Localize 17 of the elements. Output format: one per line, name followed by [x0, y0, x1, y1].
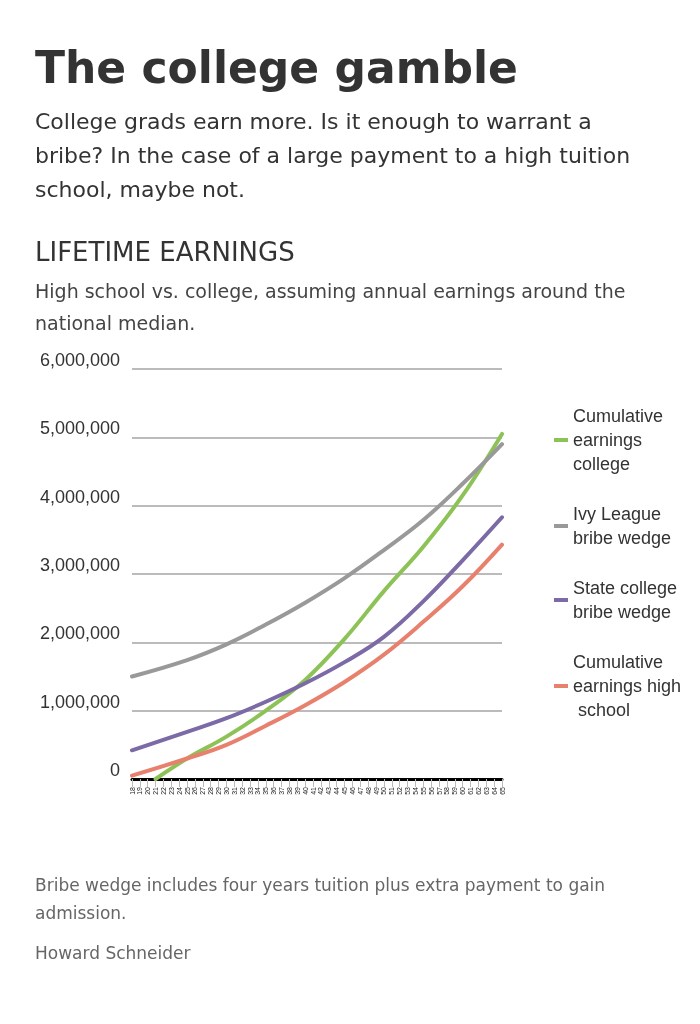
y-tick-label: 2,000,000	[39, 623, 120, 644]
text: High school vs. college, assuming annual earnings around the national median.	[35, 279, 627, 336]
legend-label: Cumulative earnings high school	[573, 652, 682, 720]
y-tick-label: 0	[109, 760, 120, 780]
y-tick-label: 1,000,000	[39, 691, 120, 712]
y-tick-label: 6,000,000	[39, 350, 120, 370]
legend-label: Cumulative earnings college	[573, 406, 669, 474]
text: LIFETIME EARNINGS	[35, 237, 296, 267]
text: Bribe wedge includes four years tuition plus extra payment to gain admission.	[35, 874, 607, 925]
chart-title: The college gamble	[35, 42, 519, 93]
text: Howard Schneider	[35, 942, 192, 965]
y-tick-label: 3,000,000	[39, 555, 120, 575]
y-tick-label: 4,000,000	[39, 486, 120, 507]
chart-subtitle: College grads earn more. Is it enough to warrant a bribe? In the case of a large payment to a high tuition school, maybe not.	[35, 108, 632, 204]
y-tick-label: 5,000,000	[39, 418, 120, 439]
legend-label: State college bribe wedge	[573, 578, 683, 622]
legend-label: Ivy League bribe wedge	[573, 504, 672, 548]
